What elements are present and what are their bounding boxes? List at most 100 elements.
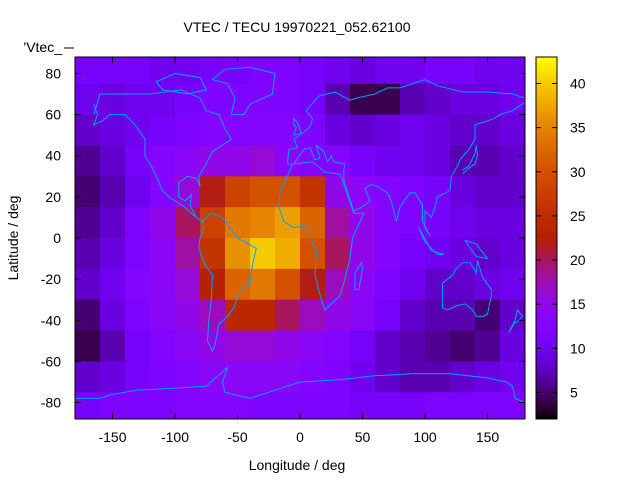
heatmap-cell: [175, 145, 201, 177]
heatmap-cell: [375, 299, 401, 332]
heatmap-cell: [450, 207, 476, 239]
y-tick-label: -60: [41, 353, 61, 369]
heatmap-cell: [375, 361, 401, 393]
heatmap-cell: [225, 299, 251, 332]
heatmap-cell: [450, 330, 476, 362]
heatmap-cell: [150, 299, 176, 332]
heatmap-cell: [75, 207, 101, 239]
heatmap-cell: [500, 207, 525, 239]
heatmap-cell: [125, 145, 151, 177]
heatmap-cell: [200, 145, 226, 177]
heatmap-cell: [75, 57, 101, 85]
heatmap-cell: [150, 57, 176, 85]
heatmap-cells: [75, 57, 525, 419]
heatmap-cell: [75, 392, 101, 419]
heatmap-cell: [75, 238, 101, 270]
heatmap-cell: [75, 83, 101, 116]
coastline: [508, 308, 524, 333]
heatmap-cell: [400, 268, 426, 301]
heatmap-cell: [375, 392, 401, 419]
heatmap-cell: [350, 238, 376, 270]
heatmap-cell: [475, 145, 501, 177]
heatmap-cell: [275, 299, 301, 332]
heatmap-cell: [475, 176, 501, 208]
heatmap-cell: [100, 361, 126, 393]
heatmap-cell: [450, 114, 476, 146]
heatmap-cell: [100, 176, 126, 208]
heatmap-cell: [325, 238, 351, 270]
heatmap-cell: [125, 176, 151, 208]
colorbar-tick-label: 10: [570, 340, 586, 356]
heatmap-cell: [125, 361, 151, 393]
heatmap-cell: [200, 207, 226, 239]
heatmap-cell: [250, 114, 276, 146]
x-axis-ticks: -150 -100 -50 0 50 100 150: [98, 57, 499, 445]
x-tick-label: 50: [355, 429, 371, 445]
heatmap-cell: [300, 114, 326, 146]
heatmap-cell: [400, 238, 426, 270]
heatmap-cell: [125, 114, 151, 146]
colorbar-tick-label: 15: [570, 296, 586, 312]
colorbar-tick-label: 25: [570, 208, 586, 224]
heatmap-cell: [450, 299, 476, 332]
heatmap-cell: [375, 268, 401, 301]
coastline: [287, 101, 525, 237]
heatmap-cell: [450, 83, 476, 116]
heatmap-cell: [425, 268, 451, 301]
heatmap-cell: [500, 392, 525, 419]
heatmap-cell: [375, 83, 401, 116]
y-tick-label: 60: [45, 107, 61, 123]
heatmap-cell: [150, 176, 176, 208]
heatmap-cell: [275, 207, 301, 239]
heatmap-cell: [250, 207, 276, 239]
heatmap-cell: [325, 361, 351, 393]
heatmap-cell: [200, 114, 226, 146]
heatmap-cell: [300, 392, 326, 419]
y-tick-label: -20: [41, 271, 61, 287]
heatmap-cell: [100, 268, 126, 301]
key-label: 'Vtec_: [24, 39, 63, 55]
coastline: [75, 366, 525, 403]
heatmap-cell: [425, 145, 451, 177]
heatmap-cell: [250, 176, 276, 208]
heatmap-cell: [300, 299, 326, 332]
heatmap-cell: [225, 330, 251, 362]
heatmap-cell: [400, 361, 426, 393]
coastline: [418, 227, 444, 255]
heatmap-cell: [300, 176, 326, 208]
heatmap-cell: [200, 83, 226, 116]
heatmap-cell: [200, 330, 226, 362]
colorbar-tick-label: 35: [570, 120, 586, 136]
coastline: [155, 72, 208, 95]
heatmap-cell: [275, 83, 301, 116]
heatmap-cell: [350, 145, 376, 177]
heatmap-cell: [350, 330, 376, 362]
y-tick-label: -80: [41, 395, 61, 411]
heatmap-cell: [200, 299, 226, 332]
heatmap-cell: [450, 176, 476, 208]
heatmap-cell: [500, 145, 525, 177]
heatmap-cell: [300, 330, 326, 362]
heatmap-cell: [175, 268, 201, 301]
heatmap-cell: [325, 145, 351, 177]
heatmap-cell: [350, 176, 376, 208]
heatmap-cell: [200, 268, 226, 301]
heatmap-cell: [200, 176, 226, 208]
colorbar-tick-label: 5: [570, 385, 578, 401]
heatmap-cell: [450, 361, 476, 393]
heatmap-cell: [75, 114, 101, 146]
heatmap-cell: [200, 392, 226, 419]
heatmap-cell: [125, 238, 151, 270]
x-tick-label: -50: [227, 429, 247, 445]
heatmap-cell: [300, 361, 326, 393]
coastline: [293, 117, 302, 136]
heatmap-cell: [250, 268, 276, 301]
heatmap-cell: [375, 114, 401, 146]
heatmap-cell: [175, 207, 201, 239]
heatmap-cell: [150, 83, 176, 116]
heatmap-cell: [450, 392, 476, 419]
heatmap-cell: [475, 330, 501, 362]
y-tick-label: 20: [45, 189, 61, 205]
heatmap-cell: [325, 299, 351, 332]
heatmap-cell: [125, 330, 151, 362]
